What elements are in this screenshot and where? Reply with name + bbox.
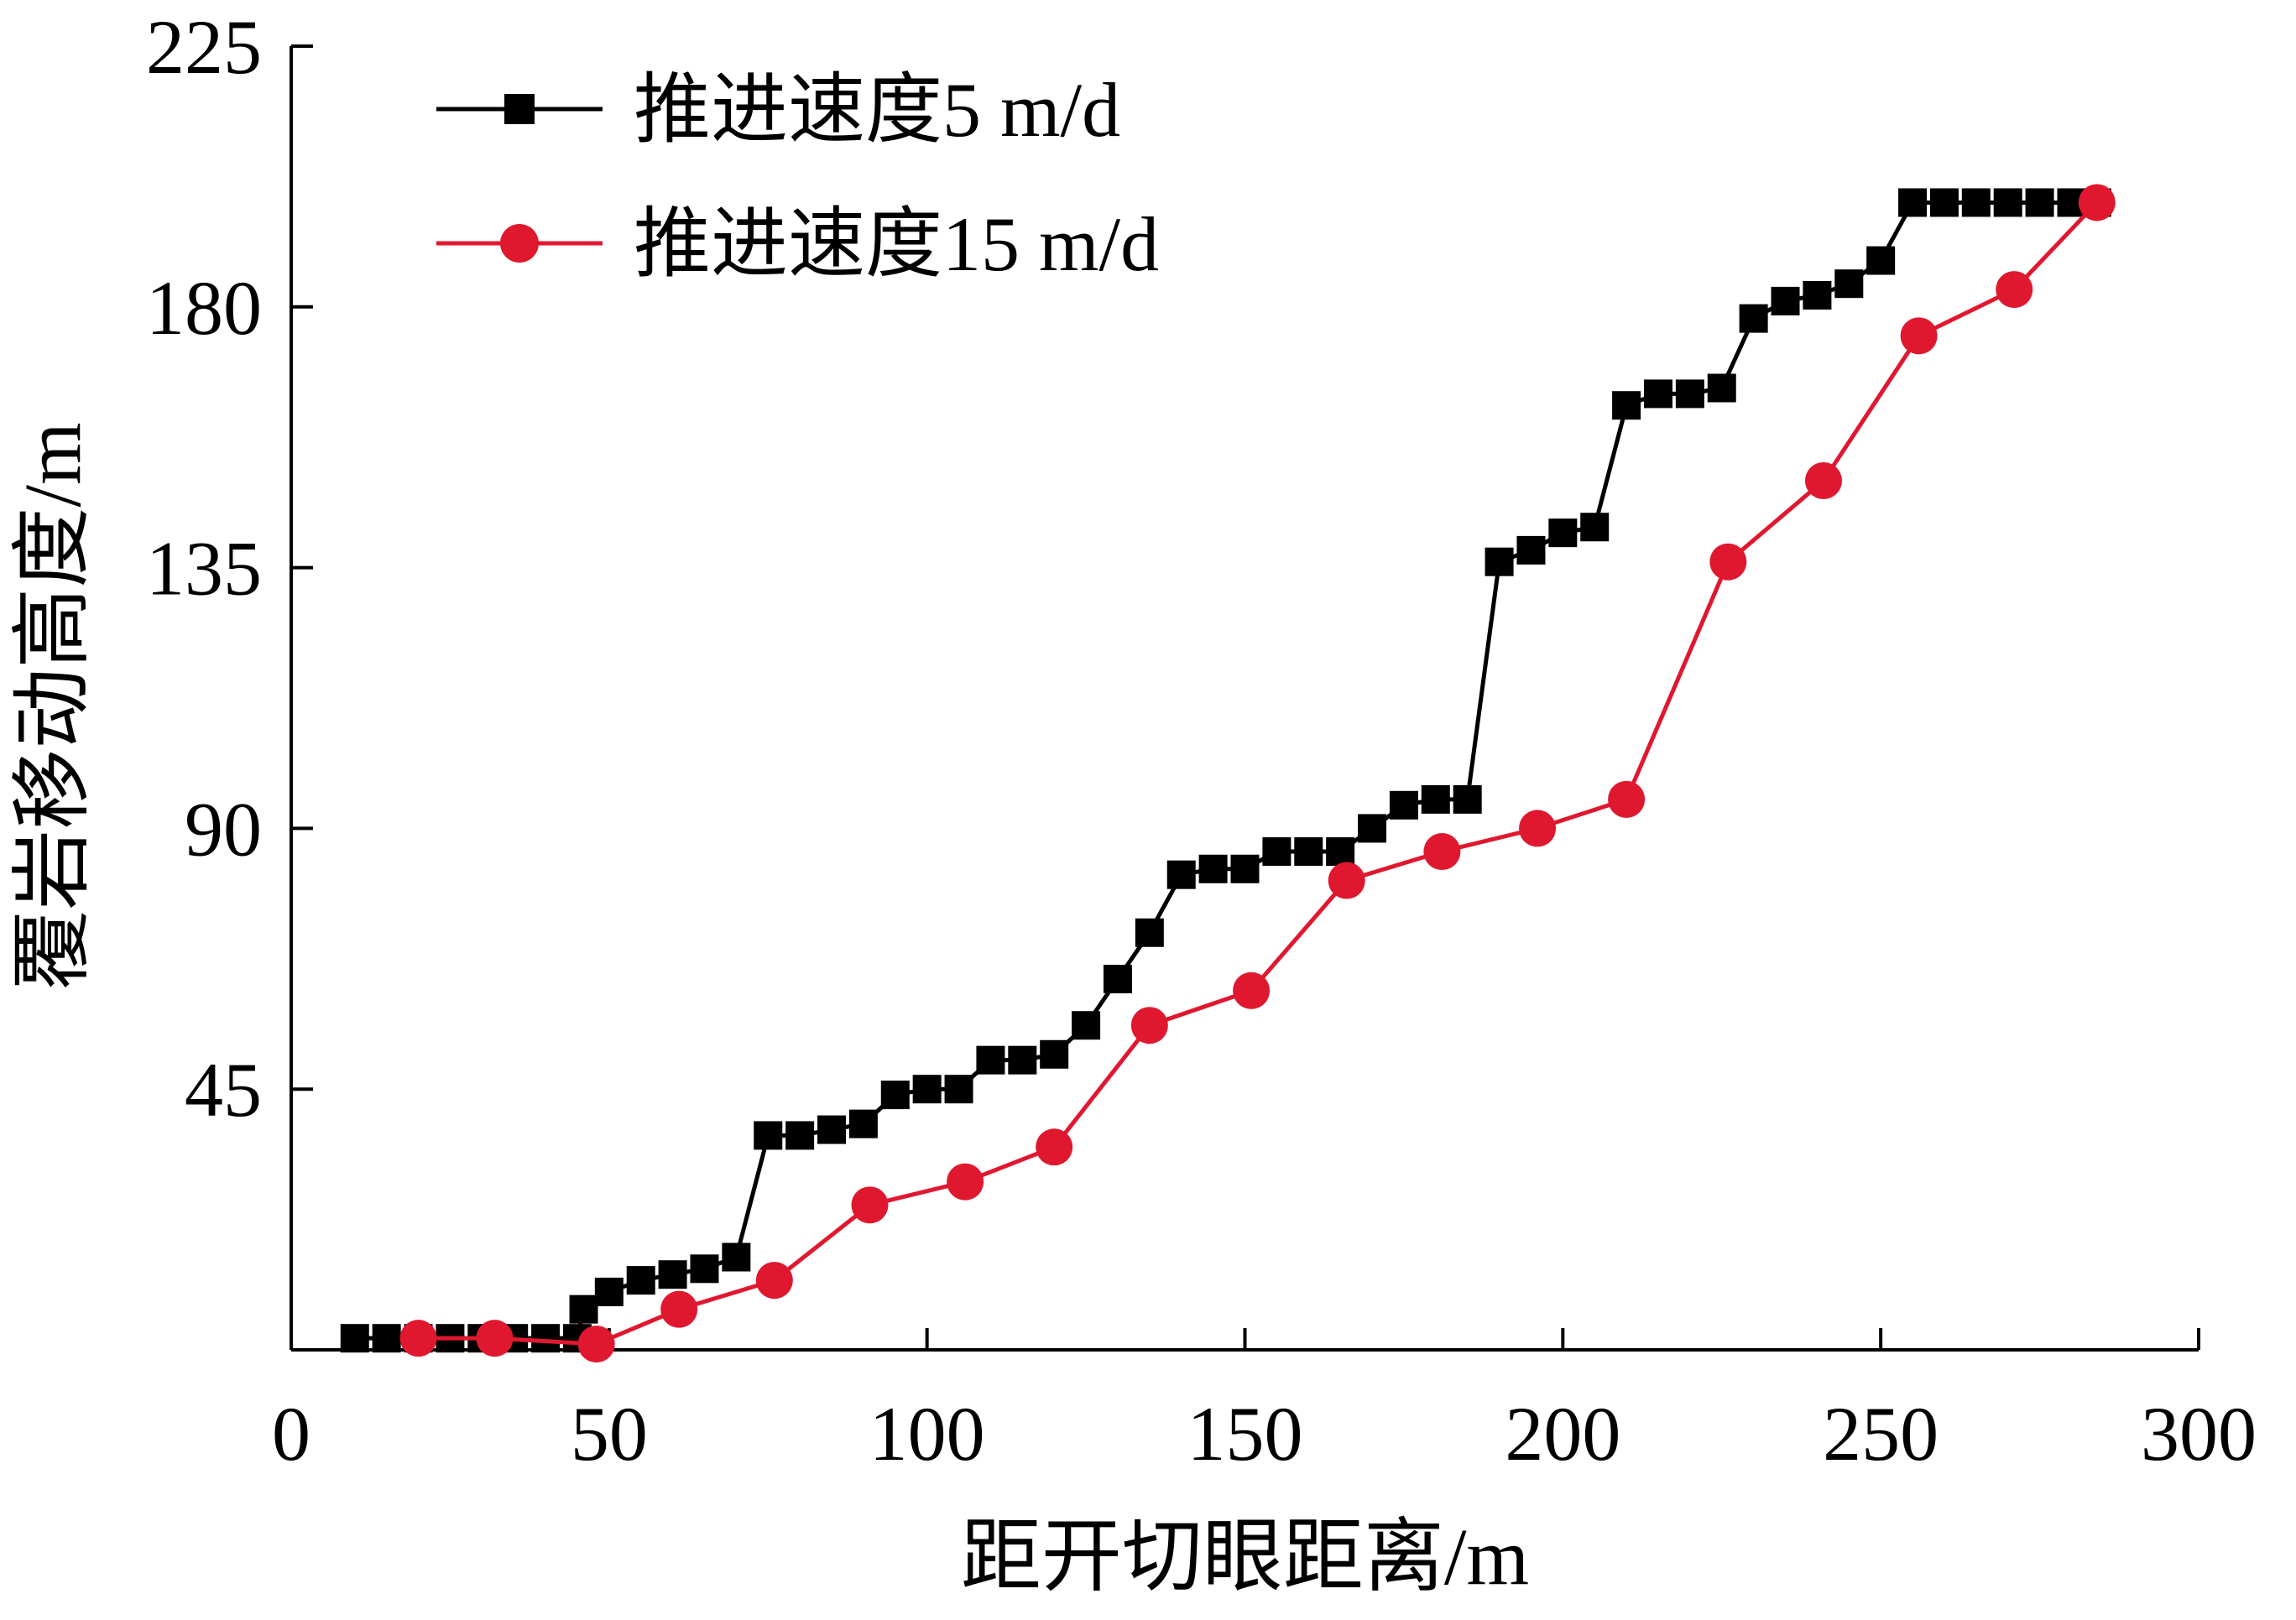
data-point-square <box>1834 269 1864 299</box>
x-tick-label: 50 <box>571 1391 648 1477</box>
data-point-square <box>1389 790 1418 820</box>
legend-item-2: 推进速度15 m/d <box>436 201 1159 287</box>
data-point-square <box>1548 518 1578 548</box>
data-point-square <box>340 1324 369 1353</box>
data-point-circle <box>1130 1007 1168 1044</box>
data-point-square <box>1961 188 1991 217</box>
data-point-square <box>722 1242 751 1272</box>
series-2 <box>399 184 2116 1363</box>
data-point-square <box>372 1324 401 1353</box>
y-tick-label: 225 <box>146 4 262 90</box>
data-point-square <box>1294 837 1323 867</box>
data-point-circle <box>947 1163 984 1201</box>
data-point-circle <box>1328 862 1365 899</box>
data-point-square <box>754 1121 783 1150</box>
data-point-circle <box>577 1326 615 1363</box>
data-point-square <box>1485 547 1514 576</box>
data-point-circle <box>1036 1128 1073 1166</box>
data-point-square <box>1929 188 1959 217</box>
data-point-square <box>1707 373 1736 403</box>
data-point-circle <box>755 1262 793 1300</box>
series-line <box>354 200 2097 1341</box>
data-point-square <box>944 1075 973 1104</box>
data-point-square <box>626 1266 655 1295</box>
data-point-square <box>976 1045 1005 1075</box>
data-point-circle <box>1900 317 1938 355</box>
legend-label: 推进速度5 m/d <box>634 67 1120 153</box>
data-point-square <box>1230 854 1260 883</box>
data-point-circle <box>1804 462 1842 499</box>
data-point-circle <box>1233 971 1271 1009</box>
chart-axes: 0 50 100 150 200 250 300 45 90 135 180 225 <box>146 4 2257 1477</box>
series-line <box>418 201 2099 1347</box>
y-tick-label: 135 <box>146 526 262 612</box>
data-point-square <box>1580 513 1610 542</box>
data-point-square <box>1739 304 1768 333</box>
data-point-square <box>785 1121 815 1150</box>
data-point-circle <box>1996 271 2033 309</box>
data-point-circle <box>476 1320 514 1357</box>
x-tick-label: 200 <box>1505 1391 1620 1477</box>
x-tick-label: 250 <box>1823 1391 1939 1477</box>
data-point-square <box>1103 964 1132 993</box>
data-point-square <box>690 1254 719 1284</box>
legend-label: 推进速度15 m/d <box>634 201 1159 287</box>
data-point-circle <box>2078 184 2116 221</box>
data-point-square <box>1008 1045 1037 1075</box>
data-point-square <box>880 1081 910 1110</box>
data-point-square <box>1166 860 1196 889</box>
data-point-square <box>1326 837 1355 867</box>
data-point-circle <box>1608 780 1646 818</box>
data-point-square <box>817 1115 847 1144</box>
data-point-circle <box>660 1290 698 1328</box>
data-point-square <box>1803 280 1832 310</box>
data-point-square <box>1675 379 1704 409</box>
data-point-square <box>1262 837 1292 867</box>
data-point-square <box>912 1075 942 1104</box>
data-point-circle <box>1519 810 1557 847</box>
data-point-square <box>1612 391 1641 420</box>
data-point-square <box>2025 188 2054 217</box>
data-point-square <box>1358 814 1387 843</box>
y-axis-title: 覆岩移动高度/m <box>8 422 97 990</box>
data-point-square <box>569 1294 598 1324</box>
y-tick-label: 45 <box>185 1047 262 1133</box>
y-tick-label: 180 <box>146 265 262 351</box>
data-point-circle <box>1709 543 1747 581</box>
data-point-square <box>658 1260 687 1289</box>
legend-marker-circle <box>500 224 539 263</box>
chart-legend: 推进速度5 m/d 推进速度15 m/d <box>436 67 1159 287</box>
x-tick-label: 0 <box>272 1391 310 1477</box>
data-point-square <box>1453 784 1482 814</box>
data-point-square <box>1198 854 1228 883</box>
legend-item-1: 推进速度5 m/d <box>436 67 1120 153</box>
legend-marker-square <box>504 94 535 124</box>
data-point-square <box>1898 188 1928 217</box>
data-point-square <box>531 1324 561 1353</box>
x-tick-label: 300 <box>2141 1391 2257 1477</box>
data-point-square <box>848 1109 878 1138</box>
data-point-square <box>1072 1011 1101 1040</box>
x-tick-label: 150 <box>1187 1391 1303 1477</box>
data-point-square <box>1135 918 1164 947</box>
data-point-square <box>594 1277 624 1306</box>
x-axis-title: 距开切眼距离/m <box>961 1512 1529 1602</box>
data-point-square <box>1040 1039 1069 1069</box>
x-tick-label: 100 <box>869 1391 985 1477</box>
chart-series <box>340 184 2116 1363</box>
data-point-square <box>1516 535 1546 565</box>
y-tick-label: 90 <box>185 786 262 872</box>
data-point-square <box>1993 188 2022 217</box>
data-point-circle <box>851 1186 889 1224</box>
data-point-square <box>1643 379 1672 409</box>
data-point-circle <box>1423 833 1461 871</box>
data-point-square <box>1421 784 1450 814</box>
data-point-square <box>1866 246 1896 275</box>
data-point-circle <box>399 1320 437 1357</box>
series-1 <box>340 188 2111 1353</box>
data-point-square <box>1771 286 1800 315</box>
